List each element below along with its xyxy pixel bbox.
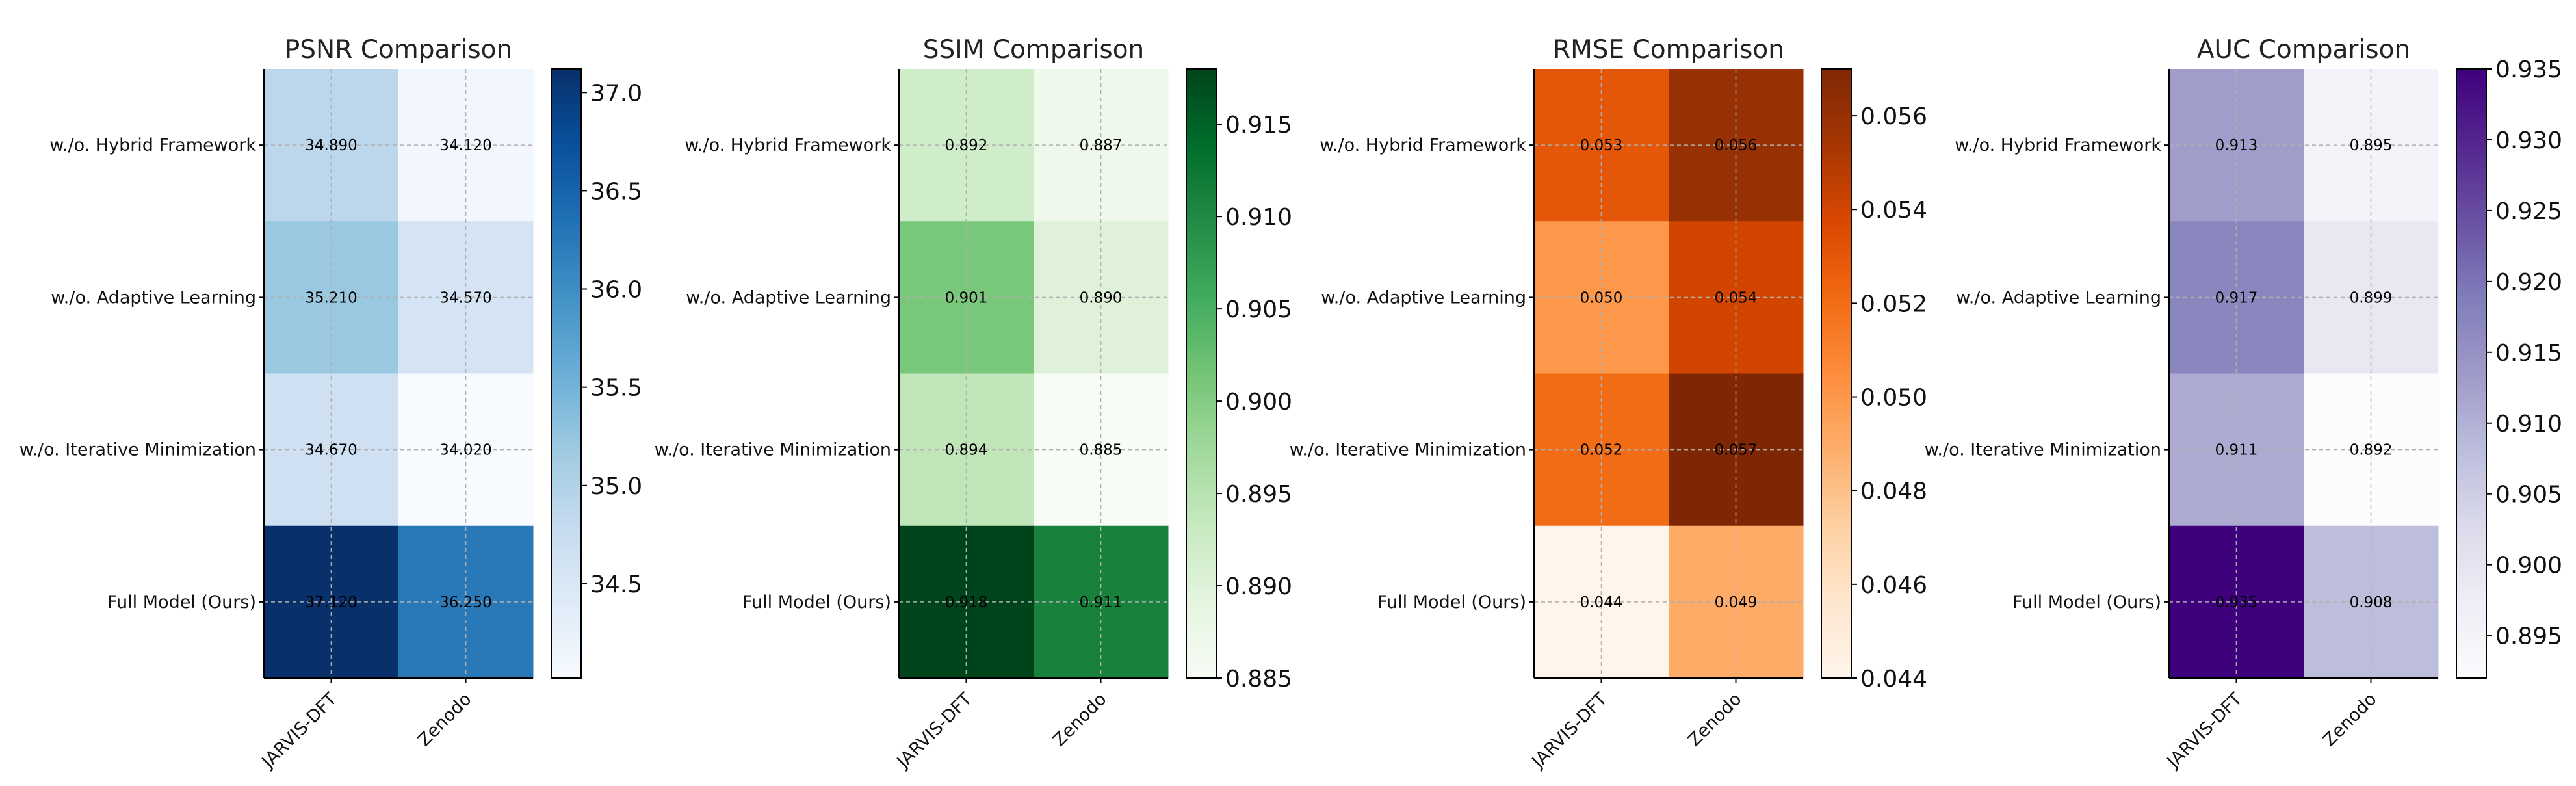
cell-value-label: 34.670 [305, 442, 357, 459]
colorbar-tick-label: 0.900 [1225, 389, 1292, 415]
cell-value-label: 34.890 [305, 137, 357, 154]
column-label: Zenodo [414, 689, 475, 750]
colorbar-tick-label: 0.920 [2495, 269, 2562, 296]
cell-value-label: 35.210 [305, 289, 357, 306]
colorbar-tick-label: 35.5 [590, 375, 642, 402]
column-label: JARVIS-DFT [257, 689, 341, 773]
cell-value-label: 0.053 [1580, 137, 1623, 154]
row-label: w./o. Hybrid Framework [49, 135, 256, 155]
column-label: JARVIS-DFT [892, 689, 976, 773]
column-label: JARVIS-DFT [2163, 689, 2246, 773]
colorbar-tick-label: 0.905 [1225, 296, 1292, 323]
colorbar-tick-label: 0.935 [2495, 57, 2562, 83]
cell-value-label: 36.250 [439, 594, 491, 611]
cell-value-label: 0.057 [1715, 442, 1758, 459]
row-label: w./o. Adaptive Learning [686, 287, 891, 308]
column-label: Zenodo [1049, 689, 1110, 750]
heatmap-panel-3: RMSE Comparison 0.053 0.056 0.050 0.054 0.052… [1290, 35, 1927, 773]
row-label: Full Model (Ours) [2012, 592, 2161, 612]
colorbar-tick-label: 0.925 [2495, 198, 2562, 225]
colorbar-tick-label: 36.0 [590, 277, 642, 304]
chart-title: SSIM Comparison [923, 35, 1145, 64]
cell-value-label: 0.890 [1080, 289, 1123, 306]
column-label: Zenodo [2319, 689, 2380, 750]
cell-value-label: 34.120 [439, 137, 491, 154]
cell-value-label: 0.892 [945, 137, 988, 154]
colorbar-tick-label: 0.044 [1860, 666, 1927, 692]
cell-value-label: 0.885 [1080, 442, 1123, 459]
colorbar-tick-label: 35.0 [590, 473, 642, 500]
row-label: w./o. Adaptive Learning [1321, 287, 1526, 308]
row-label: w./o. Adaptive Learning [1956, 287, 2161, 308]
cell-value-label: 0.054 [1715, 289, 1758, 306]
colorbar-tick-label: 0.900 [2495, 553, 2562, 579]
column-label: JARVIS-DFT [1528, 689, 1611, 773]
colorbar-tick-label: 0.930 [2495, 127, 2562, 154]
cell-value-label: 0.913 [2215, 137, 2258, 154]
cell-value-label: 34.020 [439, 442, 491, 459]
cell-value-label: 0.908 [2350, 594, 2393, 611]
colorbar-tick-label: 34.5 [590, 571, 642, 598]
colorbar [1186, 68, 1217, 679]
colorbar-tick-label: 0.052 [1860, 291, 1927, 317]
row-label: w./o. Hybrid Framework [1320, 135, 1526, 155]
colorbar-tick-label: 0.910 [2495, 411, 2562, 438]
colorbar-tick-label: 0.885 [1225, 666, 1292, 692]
row-label: w./o. Iterative Minimization [655, 440, 891, 460]
cell-value-label: 0.050 [1580, 289, 1623, 306]
cell-value-label: 0.892 [2350, 442, 2393, 459]
row-label: Full Model (Ours) [107, 592, 256, 612]
row-label: w./o. Adaptive Learning [51, 287, 256, 308]
heatmap-panel-1: PSNR Comparison 34.890 34.120 35.210 34.570 3… [20, 35, 642, 773]
colorbar [2456, 68, 2487, 679]
heatmap-panel-4: AUC Comparison 0.913 0.895 0.917 0.899 0.911 0… [1925, 35, 2562, 773]
cell-value-label: 0.917 [2215, 289, 2258, 306]
colorbar-tick-label: 0.915 [1225, 112, 1292, 138]
row-label: w./o. Hybrid Framework [684, 135, 891, 155]
chart-title: PSNR Comparison [285, 35, 512, 64]
cell-value-label: 37.120 [305, 594, 357, 611]
colorbar-tick-label: 0.915 [2495, 340, 2562, 367]
cell-value-label: 0.895 [2350, 137, 2393, 154]
colorbar-tick-label: 0.054 [1860, 197, 1927, 224]
cell-value-label: 0.911 [2215, 442, 2258, 459]
row-label: w./o. Iterative Minimization [1290, 440, 1526, 460]
colorbar-tick-label: 0.905 [2495, 482, 2562, 508]
colorbar-tick-label: 0.048 [1860, 478, 1927, 505]
cell-value-label: 0.918 [945, 594, 988, 611]
colorbar [551, 68, 582, 679]
cell-value-label: 0.899 [2350, 289, 2393, 306]
colorbar-tick-label: 0.895 [1225, 481, 1292, 508]
cell-value-label: 0.044 [1580, 594, 1623, 611]
colorbar-tick-label: 0.895 [2495, 623, 2562, 650]
cell-value-label: 0.887 [1080, 137, 1123, 154]
cell-value-label: 0.056 [1715, 137, 1758, 154]
cell-value-label: 0.911 [1080, 594, 1123, 611]
colorbar-tick-label: 37.0 [590, 80, 642, 107]
cell-value-label: 0.901 [945, 289, 988, 306]
cell-value-label: 0.894 [945, 442, 988, 459]
row-label: w./o. Hybrid Framework [1955, 135, 2161, 155]
cell-value-label: 0.049 [1715, 594, 1758, 611]
heatmap-panel-2: SSIM Comparison 0.892 0.887 0.901 0.890 0.894… [655, 35, 1292, 773]
colorbar-tick-label: 0.046 [1860, 572, 1927, 599]
colorbar-tick-label: 36.5 [590, 178, 642, 205]
row-label: Full Model (Ours) [742, 592, 891, 612]
cell-value-label: 0.935 [2215, 594, 2258, 611]
colorbar-tick-label: 0.056 [1860, 103, 1927, 130]
colorbar [1821, 68, 1852, 679]
row-label: w./o. Iterative Minimization [1925, 440, 2161, 460]
cell-value-label: 0.052 [1580, 442, 1623, 459]
colorbar-tick-label: 0.910 [1225, 204, 1292, 231]
row-label: w./o. Iterative Minimization [20, 440, 256, 460]
chart-title: AUC Comparison [2197, 35, 2410, 64]
row-label: Full Model (Ours) [1377, 592, 1526, 612]
column-label: Zenodo [1684, 689, 1745, 750]
cell-value-label: 34.570 [439, 289, 491, 306]
colorbar-tick-label: 0.890 [1225, 573, 1292, 600]
colorbar-tick-label: 0.050 [1860, 385, 1927, 412]
chart-title: RMSE Comparison [1553, 35, 1784, 64]
